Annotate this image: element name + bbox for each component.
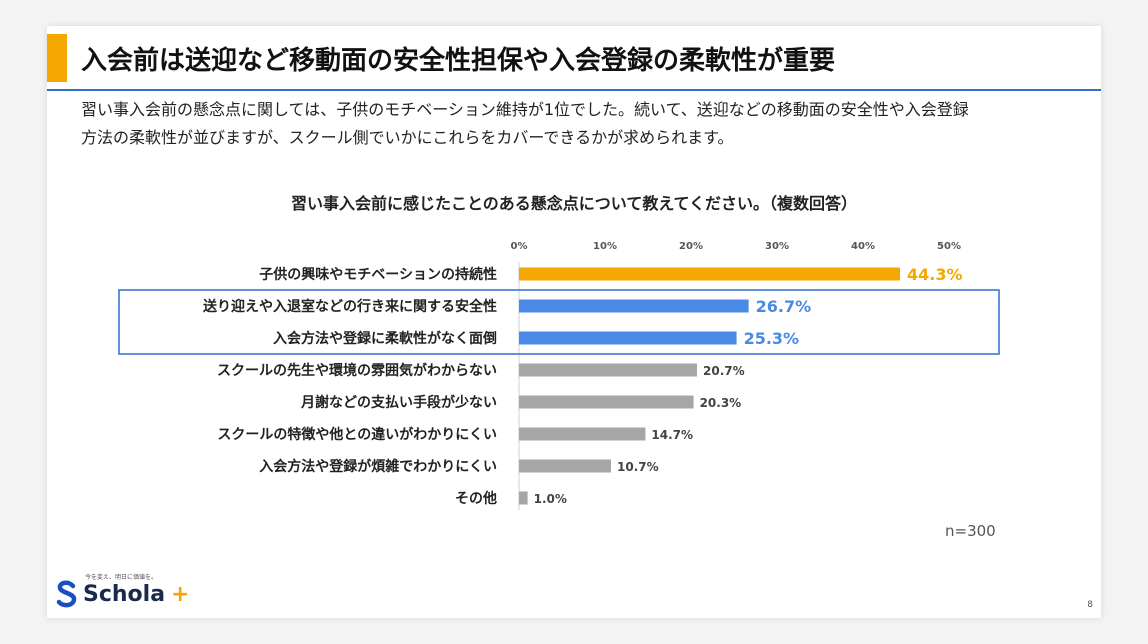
sample-size-label: n=300 xyxy=(945,522,996,540)
x-tick-label: 50% xyxy=(937,241,961,252)
title-accent-bar xyxy=(47,34,67,82)
category-label: スクールの先生や環境の雰囲気がわからない xyxy=(217,362,497,379)
bar xyxy=(519,427,646,441)
category-label: 子供の興味やモチベーションの持続性 xyxy=(259,266,497,283)
data-label: 14.7% xyxy=(651,428,693,442)
category-label: 入会方法や登録に柔軟性がなく面倒 xyxy=(273,330,497,347)
logo-tagline: 今を変え、明日に価値を。 xyxy=(85,574,158,581)
description: 習い事入会前の懸念点に関しては、子供のモチベーション維持が1位でした。続いて、送… xyxy=(81,96,1081,152)
slide: 入会前は送迎など移動面の安全性担保や入会登録の柔軟性が重要 習い事入会前の懸念点… xyxy=(47,26,1101,618)
x-tick-label: 10% xyxy=(593,241,617,252)
bar xyxy=(519,491,528,505)
chart-title: 習い事入会前に感じたことのある懸念点について教えてください。（複数回答） xyxy=(290,194,858,213)
schola-logo: 今を変え、明日に価値を。 Schola + xyxy=(55,572,195,612)
data-label: 20.7% xyxy=(703,364,745,378)
title-underline xyxy=(47,89,1101,91)
bar xyxy=(519,299,749,313)
x-tick-label: 40% xyxy=(851,241,875,252)
category-label: 月謝などの支払い手段が少ない xyxy=(300,394,497,411)
category-label: 送り迎えや入退室などの行き来に関する安全性 xyxy=(202,298,497,315)
x-tick-label: 30% xyxy=(765,241,789,252)
data-label: 26.7% xyxy=(756,297,812,316)
bar xyxy=(519,459,612,473)
bar xyxy=(519,267,900,281)
bar-chart: 0% 10% 20% 30% 40% 50% 子供の興味やモチベーションの持続性 44.3% 送… xyxy=(118,241,1000,510)
category-label: スクールの特徴や他との違いがわかりにくい xyxy=(217,426,497,443)
category-label: その他 xyxy=(455,490,497,507)
bar xyxy=(519,363,698,377)
logo-plus-icon: + xyxy=(171,582,190,607)
x-tick-label: 0% xyxy=(511,241,528,252)
x-tick-label: 20% xyxy=(679,241,703,252)
bar xyxy=(519,395,694,409)
page-title: 入会前は送迎など移動面の安全性担保や入会登録の柔軟性が重要 xyxy=(81,46,836,76)
description-line-1: 習い事入会前の懸念点に関しては、子供のモチベーション維持が1位でした。続いて、送… xyxy=(81,100,969,119)
highlight-box xyxy=(118,289,1000,355)
data-label: 44.3% xyxy=(907,265,963,284)
data-label: 20.3% xyxy=(700,396,742,410)
data-label: 1.0% xyxy=(534,492,567,506)
category-label: 入会方法や登録が煩雑でわかりにくい xyxy=(259,458,497,475)
logo-text: Schola xyxy=(83,582,166,607)
data-label: 10.7% xyxy=(617,460,659,474)
description-line-2: 方法の柔軟性が並びますが、スクール側でいかにこれらをカバーできるかが求められます… xyxy=(81,128,734,147)
page-number: 8 xyxy=(1087,600,1093,610)
bar xyxy=(519,331,737,345)
data-label: 25.3% xyxy=(744,329,800,348)
schola-s-icon xyxy=(56,580,77,608)
